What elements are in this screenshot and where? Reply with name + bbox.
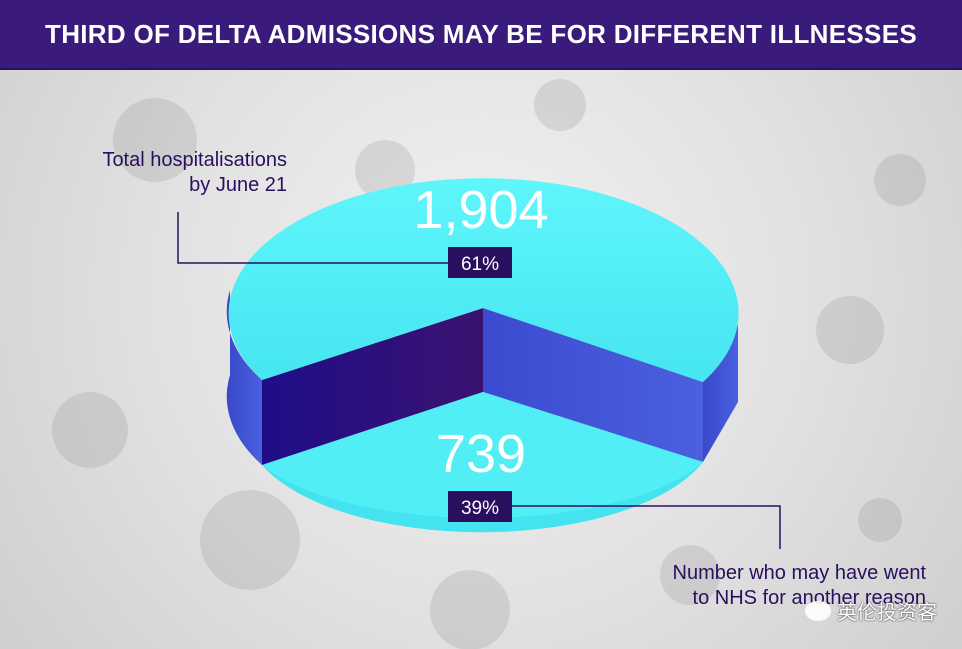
pie-large-rim-right xyxy=(703,325,738,462)
pie-slice-small xyxy=(262,392,703,519)
small-slice-value-label: 739 xyxy=(436,424,526,484)
large-slice-percent-label: 61% xyxy=(461,254,499,275)
leader-line-total xyxy=(177,212,448,264)
total-hospitalisations-label: Total hospitalisations by June 21 xyxy=(62,148,287,198)
large-slice-value-label: 1,904 xyxy=(413,180,548,240)
wechat-icon xyxy=(805,600,831,621)
small-slice-percent-badge xyxy=(448,491,512,522)
pie-slice-light-wall xyxy=(483,308,703,462)
pie-large-rim xyxy=(226,290,262,465)
pie-slice-dark-wall xyxy=(262,308,483,465)
large-slice-percent-badge xyxy=(448,247,512,278)
total-label-line1: Total hospitalisations xyxy=(102,149,287,171)
watermark-text: 英伦投资客 xyxy=(837,600,937,624)
header-bar: THIRD OF DELTA ADMISSIONS MAY BE FOR DIF… xyxy=(0,0,962,70)
other-label-line1: Number who may have went xyxy=(672,562,926,584)
watermark: 英伦投资客 xyxy=(805,596,937,625)
pie-slice-large xyxy=(228,178,739,382)
other-label-line2: to NHS for another reason xyxy=(692,587,926,609)
other-reason-label: Number who may have went to NHS for anot… xyxy=(600,561,926,611)
small-slice-percent-label: 39% xyxy=(461,498,499,519)
total-label-line2: by June 21 xyxy=(189,174,287,196)
page-title: THIRD OF DELTA ADMISSIONS MAY BE FOR DIF… xyxy=(45,18,917,49)
leader-line-other xyxy=(510,505,781,549)
